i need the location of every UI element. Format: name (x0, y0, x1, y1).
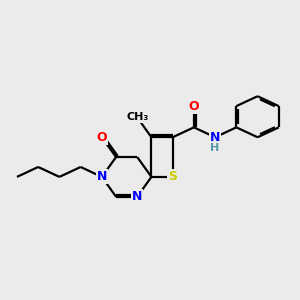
Text: N: N (97, 170, 107, 183)
Text: N: N (132, 190, 142, 203)
Text: O: O (97, 131, 107, 144)
Text: CH₃: CH₃ (126, 112, 148, 122)
Text: S: S (168, 170, 177, 183)
Text: H: H (211, 143, 220, 153)
Text: O: O (189, 100, 199, 112)
Text: N: N (210, 131, 220, 144)
